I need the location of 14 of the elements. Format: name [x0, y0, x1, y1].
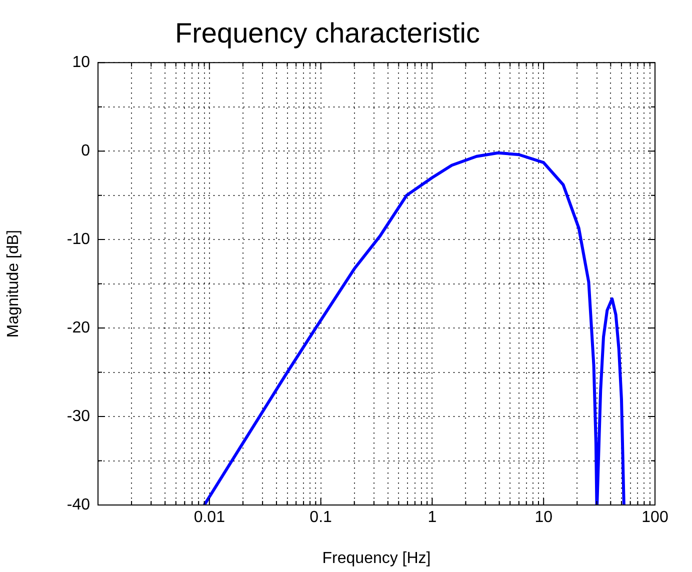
x-tick-label: 0.1	[310, 509, 332, 526]
x-axis-title: Frequency [Hz]	[322, 550, 431, 567]
x-tick-label: 0.01	[194, 509, 226, 526]
x-tick-label: 100	[642, 509, 668, 526]
y-tick-label: 10	[72, 54, 90, 72]
y-tick-label: -20	[66, 319, 90, 336]
y-axis-title: Magnitude [dB]	[5, 230, 22, 338]
y-tick-label: -30	[66, 408, 90, 425]
y-tick-label: -10	[66, 230, 90, 248]
chart-title: Frequency characteristic	[174, 18, 480, 49]
y-tick-label: 0	[81, 142, 90, 160]
x-tick-label: 1	[428, 509, 437, 526]
x-tick-label: 10	[534, 509, 553, 526]
y-tick-label: -40	[66, 496, 90, 514]
